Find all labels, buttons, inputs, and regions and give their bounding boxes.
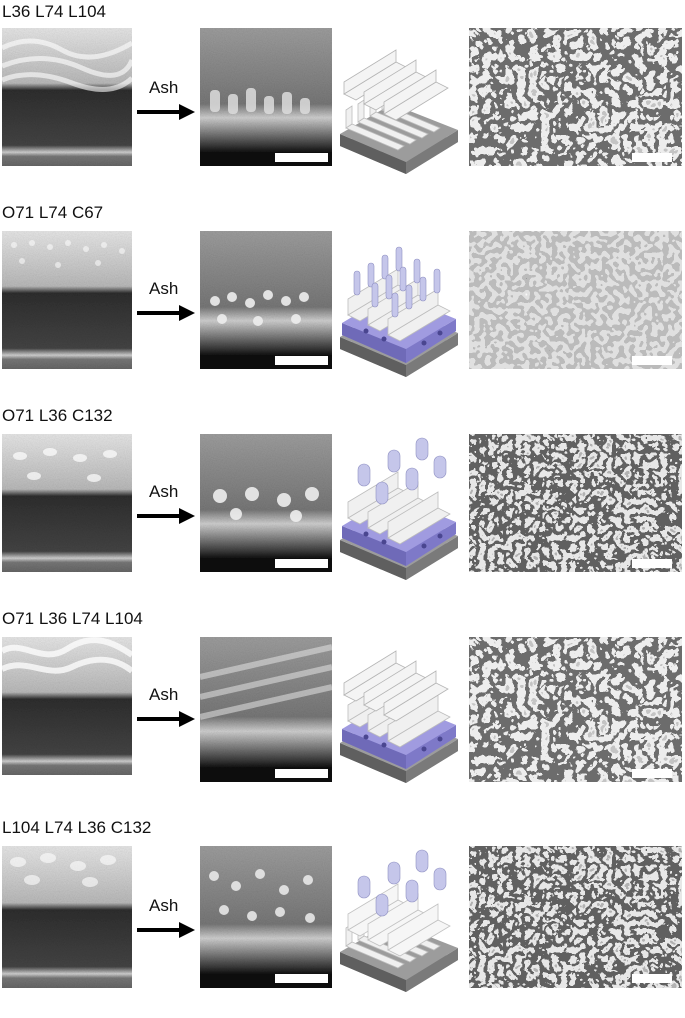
3d-model-lines-lines — [336, 28, 462, 178]
ash-arrow: Ash — [135, 78, 197, 122]
ash-label: Ash — [149, 279, 179, 298]
ash-arrow: Ash — [135, 685, 197, 729]
scale-bar — [632, 356, 672, 365]
figure-row-3: O71 L36 C132 Ash — [0, 406, 685, 606]
sem-top-view — [469, 28, 682, 166]
sem-cross-section-before — [2, 28, 132, 166]
scale-bar — [275, 974, 328, 983]
ash-label: Ash — [149, 78, 179, 97]
ash-arrow: Ash — [135, 896, 197, 940]
ash-label: Ash — [149, 685, 179, 704]
scale-bar — [275, 356, 328, 365]
sem-cross-section-after — [200, 637, 332, 782]
3d-model-blue-lines-lines — [336, 629, 462, 787]
row-label: L36 L74 L104 — [2, 2, 106, 21]
scale-bar — [275, 559, 328, 568]
sem-cross-section-after — [200, 231, 332, 369]
sem-top-view — [469, 231, 682, 369]
sem-cross-section-after — [200, 846, 332, 988]
sem-top-view — [469, 637, 682, 782]
3d-model-lines-posts — [336, 846, 462, 996]
ash-label: Ash — [149, 482, 179, 501]
scale-bar — [632, 974, 672, 983]
row-label: O71 L36 C132 — [2, 406, 113, 425]
sem-cross-section-after — [200, 28, 332, 166]
scale-bar — [275, 769, 328, 778]
figure-row-1: L36 L74 L104 Ash — [0, 2, 685, 202]
ash-label: Ash — [149, 896, 179, 915]
figure-row-2: O71 L74 C67 Ash — [0, 203, 685, 403]
sem-cross-section-before — [2, 231, 132, 369]
sem-cross-section-before — [2, 434, 132, 572]
sem-cross-section-before — [2, 846, 132, 988]
figure-row-4: O71 L36 L74 L104 Ash — [0, 609, 685, 809]
scale-bar — [632, 153, 672, 162]
row-label: O71 L36 L74 L104 — [2, 609, 143, 628]
3d-model-blue-lines-dense-posts — [336, 231, 462, 381]
sem-top-view — [469, 846, 682, 988]
row-label: L104 L74 L36 C132 — [2, 818, 152, 837]
ash-arrow: Ash — [135, 482, 197, 526]
scale-bar — [632, 559, 672, 568]
3d-model-blue-lines-sparse-posts — [336, 434, 462, 584]
sem-cross-section-after — [200, 434, 332, 572]
figure-row-5: L104 L74 L36 C132 Ash — [0, 818, 685, 1018]
scale-bar — [632, 769, 672, 778]
ash-arrow: Ash — [135, 279, 197, 323]
row-label: O71 L74 C67 — [2, 203, 104, 222]
sem-top-view — [469, 434, 682, 572]
scale-bar — [275, 153, 328, 162]
sem-cross-section-before — [2, 637, 132, 775]
